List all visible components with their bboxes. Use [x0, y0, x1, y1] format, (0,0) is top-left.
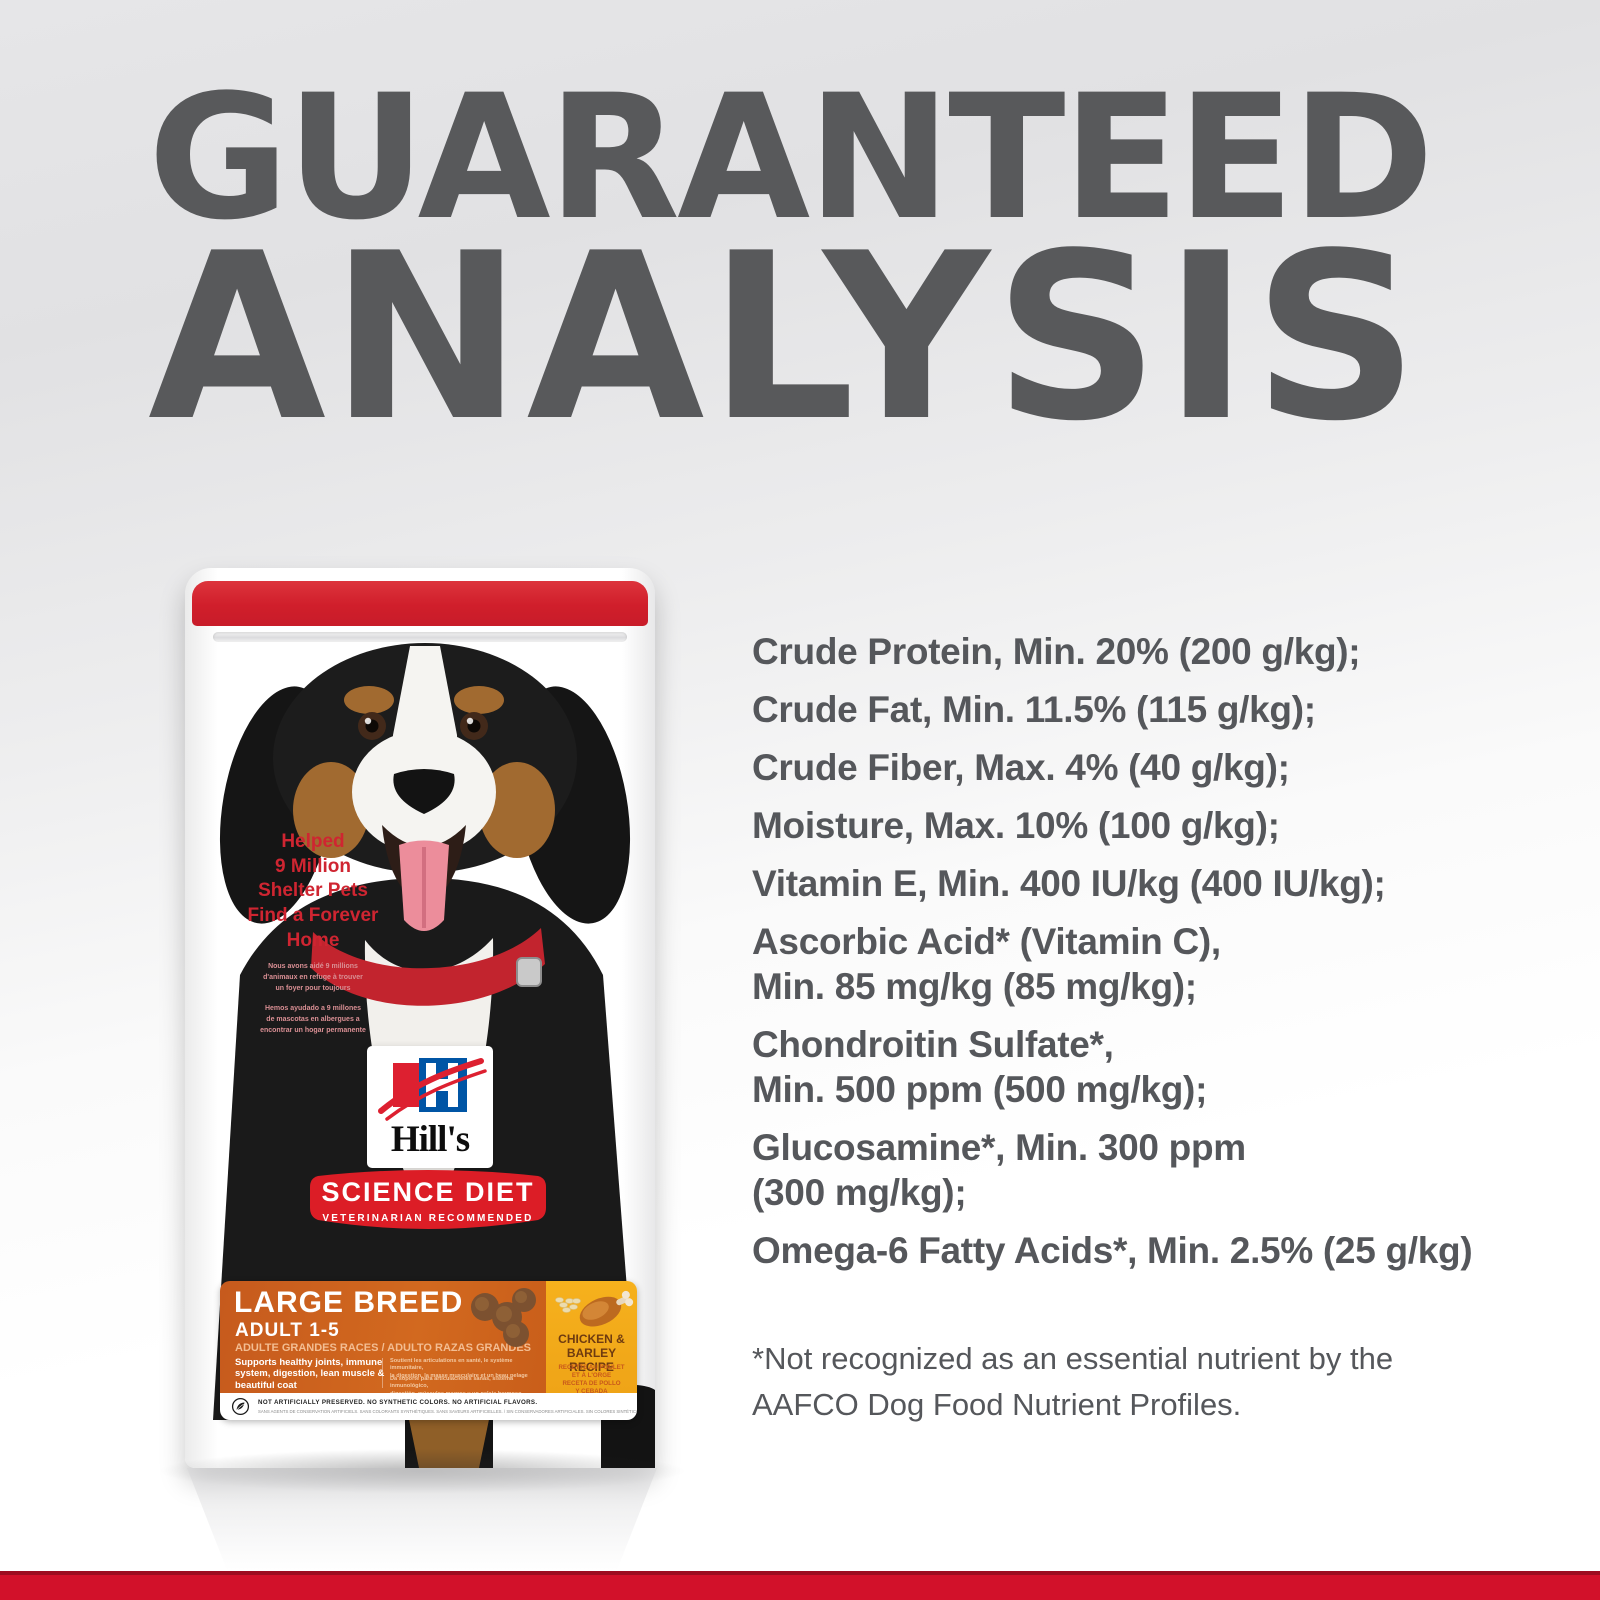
bag-reflection	[187, 1468, 657, 1570]
product-name: LARGE BREED	[234, 1286, 464, 1319]
page-title: GUARANTEED ANALYSIS	[148, 0, 1478, 470]
kibble-icon	[471, 1288, 536, 1347]
analysis-entry: Moisture, Max. 10% (100 g/kg);	[752, 805, 1280, 846]
banner-ribbon-shape	[310, 1170, 546, 1229]
drumstick-icon	[555, 1290, 634, 1327]
product-benefits-en: Supports healthy joints, immune system, …	[235, 1357, 385, 1391]
science-diet-label: SCIENCE DIET	[321, 1177, 535, 1207]
bottom-red-bar	[0, 1571, 1600, 1600]
analysis-entry: Vitamin E, Min. 400 IU/kg (400 IU/kg);	[752, 863, 1386, 904]
analysis-entry: Omega-6 Fatty Acids*, Min. 2.5% (25 g/kg…	[752, 1230, 1473, 1271]
analysis-entry: Ascorbic Acid* (Vitamin C), Min. 85 mg/k…	[752, 921, 1221, 1007]
product-age-range: ADULT 1-5	[235, 1320, 340, 1341]
analysis-entry: Crude Fiber, Max. 4% (40 g/kg);	[752, 747, 1290, 788]
recipe-name-fr: RECETTE AU POULET ET À L'ORGE	[558, 1364, 625, 1379]
science-diet-banner: SCIENCE DIET VETERINARIAN RECOMMENDED	[308, 1160, 548, 1240]
analysis-entry: Chondroitin Sulfate*, Min. 500 ppm (500 …	[752, 1024, 1208, 1110]
bag-red-cap	[192, 581, 648, 626]
hills-logo: Hill's	[367, 1046, 493, 1168]
shelter-promo-headline: Helped 9 Million Shelter Pets Find a For…	[247, 831, 379, 951]
claims-strip: NOT ARTIFICIALLY PRESERVED. NO SYNTHETIC…	[220, 1393, 637, 1420]
product-band-orange-panel: LARGE BREED ADULT 1-5 ADULTE GRANDES RAC…	[220, 1281, 546, 1397]
product-bag: Helped 9 Million Shelter Pets Find a For…	[185, 568, 655, 1468]
bag-zipper	[213, 632, 627, 642]
hills-wordmark: Hill's	[390, 1119, 470, 1160]
shelter-promo-note-fr: Nous avons aidé 9 millions d'animaux en …	[263, 963, 363, 993]
claims-intl: SANS AGENTS DE CONSERVATION ARTIFICIELS.…	[258, 1409, 637, 1414]
claims-main: NOT ARTIFICIALLY PRESERVED. NO SYNTHETIC…	[258, 1399, 538, 1406]
hills-h-emblem-icon	[378, 1058, 487, 1121]
product-band: LARGE BREED ADULT 1-5 ADULTE GRANDES RAC…	[220, 1281, 637, 1420]
leaf-icon	[231, 1397, 250, 1416]
product-benefits-fr: Soutient les articulations en santé, le …	[390, 1358, 528, 1379]
analysis-entry: Crude Fat, Min. 11.5% (115 g/kg);	[752, 689, 1316, 730]
analysis-entry: Crude Protein, Min. 20% (200 g/kg);	[752, 631, 1361, 672]
shelter-promo: Helped 9 Million Shelter Pets Find a For…	[215, 830, 411, 1037]
title-line-1: GUARANTEED	[148, 57, 1434, 258]
shelter-promo-note-es: Hemos ayudado a 9 millones de mascotas e…	[260, 1004, 366, 1034]
guaranteed-analysis-list: Crude Protein, Min. 20% (200 g/kg); Crud…	[752, 629, 1542, 1286]
recipe-name-es: RECETA DE POLLO Y CEBADA	[562, 1380, 621, 1395]
aafco-footnote: *Not recognized as an essential nutrient…	[752, 1341, 1394, 1422]
recipe-panel: CHICKEN & BARLEY RECIPE RECETTE AU POULE…	[546, 1281, 637, 1395]
analysis-entry: Glucosamine*, Min. 300 ppm (300 mg/kg);	[752, 1127, 1246, 1213]
benefits-divider	[382, 1358, 383, 1388]
recipe-name: CHICKEN & BARLEY RECIPE	[558, 1332, 625, 1374]
veterinarian-recommended-label: VETERINARIAN RECOMMENDED	[322, 1213, 534, 1224]
product-name-intl: ADULTE GRANDES RACES / ADULTO RAZAS GRAN…	[235, 1342, 531, 1354]
title-line-2: ANALYSIS	[148, 205, 1423, 472]
